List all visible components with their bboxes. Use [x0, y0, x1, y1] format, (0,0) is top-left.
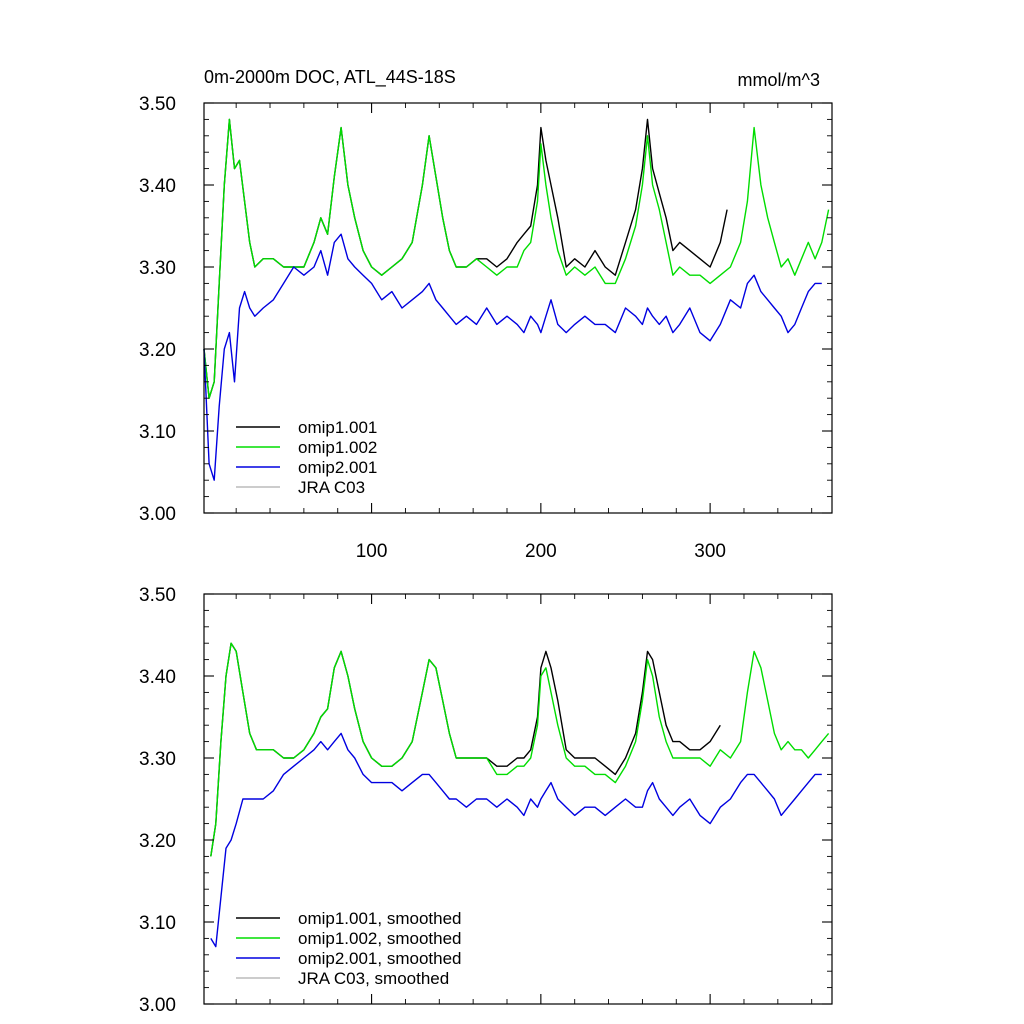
legend-label: omip1.002	[298, 438, 377, 457]
top-axes: 3.00 3.10 3.20 3.30 3.40 3.50 100 200 300	[139, 94, 833, 562]
plot-frame	[203, 593, 833, 1005]
bottom-chart-panel: 3.00 3.10 3.20 3.30 3.40 3.50 omip1.001, smoo…	[139, 585, 833, 1016]
legend-label: omip2.001, smoothed	[298, 949, 462, 968]
y-tick-label: 3.20	[139, 831, 176, 852]
y-tick-label: 3.50	[139, 94, 176, 115]
legend-label: omip1.002, smoothed	[298, 929, 462, 948]
y-tick-label: 3.20	[139, 340, 176, 361]
legend-label: omip1.001, smoothed	[298, 909, 462, 928]
y-tick-label: 3.30	[139, 749, 176, 770]
bottom-axes: 3.00 3.10 3.20 3.30 3.40 3.50	[139, 585, 833, 1016]
units-label: mmol/m^3	[738, 70, 820, 90]
bottom-series-group	[210, 642, 830, 948]
y-tick-label: 3.00	[139, 995, 176, 1016]
top-chart-panel: 0m-2000m DOC, ATL_44S-18S mmol/m^3 3.003…	[139, 67, 833, 562]
plot-frame	[203, 102, 833, 514]
y-tick-label: 3.10	[139, 913, 176, 934]
series-line-2	[203, 233, 822, 481]
x-tick-label: 100	[356, 541, 388, 562]
legend-label: JRA C03	[298, 478, 365, 497]
y-tick-label: 3.40	[139, 176, 176, 197]
y-tick-label: 3.10	[139, 422, 176, 443]
legend-label: omip2.001	[298, 458, 377, 477]
series-line-0	[203, 118, 728, 399]
series-line-2	[210, 732, 822, 948]
chart-title: 0m-2000m DOC, ATL_44S-18S	[204, 67, 456, 88]
series-line-1	[210, 642, 830, 857]
x-tick-label: 300	[694, 541, 726, 562]
top-series-group	[203, 118, 830, 481]
y-tick-label: 3.30	[139, 258, 176, 279]
legend-label: JRA C03, smoothed	[298, 969, 449, 988]
series-line-0	[210, 642, 721, 857]
y-tick-label: 3.40	[139, 667, 176, 688]
y-tick-label: 3.00	[139, 504, 176, 525]
x-tick-label: 200	[525, 541, 557, 562]
legend-label: omip1.001	[298, 418, 377, 437]
y-tick-label: 3.50	[139, 585, 176, 606]
series-line-1	[203, 118, 830, 399]
